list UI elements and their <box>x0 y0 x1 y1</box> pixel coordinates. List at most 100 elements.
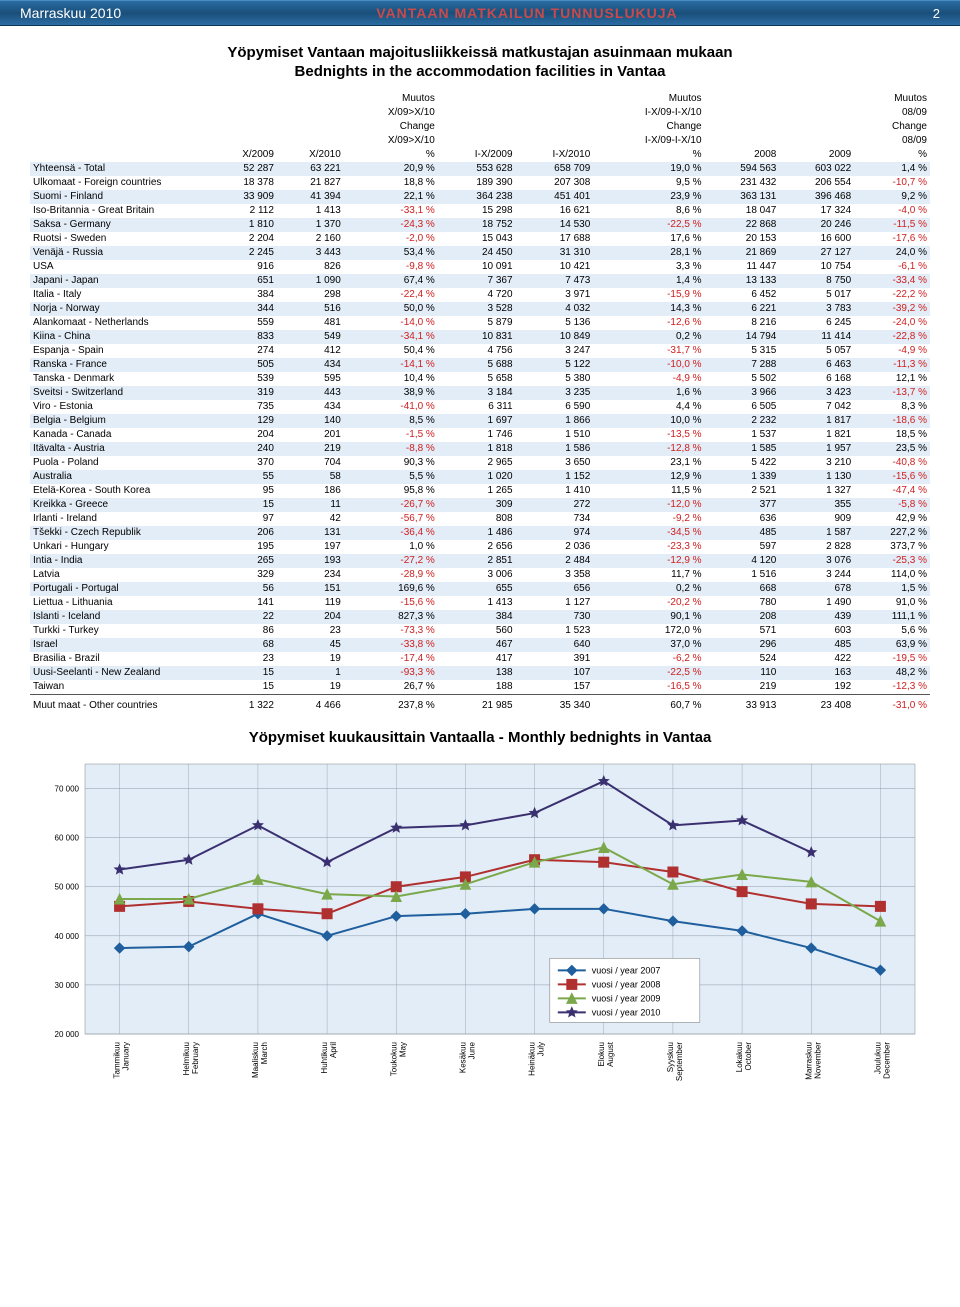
cell: 8,6 % <box>593 204 704 218</box>
col-x2009: X/2009 <box>210 92 277 162</box>
cell: 704 <box>277 456 344 470</box>
cell: 1 265 <box>438 484 516 498</box>
cell: 12,1 % <box>854 372 930 386</box>
cell: 10 091 <box>438 260 516 274</box>
cell: -22,4 % <box>344 288 438 302</box>
row-label: Tšekki - Czech Republik <box>30 526 210 540</box>
cell: 1 586 <box>516 442 594 456</box>
cell: 1 817 <box>779 414 854 428</box>
cell: 916 <box>210 260 277 274</box>
cell: 68 <box>210 638 277 652</box>
cell: -15,9 % <box>593 288 704 302</box>
cell: 8,5 % <box>344 414 438 428</box>
cell: -27,2 % <box>344 554 438 568</box>
cell: 384 <box>438 610 516 624</box>
row-label: Irlanti - Ireland <box>30 512 210 526</box>
svg-text:March: March <box>260 1042 269 1064</box>
cell: 5 057 <box>779 344 854 358</box>
page-header: Marraskuu 2010 VANTAAN MATKAILUN TUNNUSL… <box>0 0 960 26</box>
cell: 7 288 <box>705 358 780 372</box>
cell: 1 327 <box>779 484 854 498</box>
cell: 240 <box>210 442 277 456</box>
row-label: Latvia <box>30 568 210 582</box>
cell: -93,3 % <box>344 666 438 680</box>
svg-text:August: August <box>606 1041 615 1067</box>
cell: 668 <box>705 582 780 596</box>
cell: 5 879 <box>438 316 516 330</box>
cell: 272 <box>516 498 594 512</box>
cell: 90,3 % <box>344 456 438 470</box>
cell: -14,1 % <box>344 358 438 372</box>
cell: 1,6 % <box>593 386 704 400</box>
row-label: Islanti - Iceland <box>30 610 210 624</box>
cell: 42,9 % <box>854 512 930 526</box>
col-chg2: Muutos I-X/09-I-X/10 Change I-X/09-I-X/1… <box>593 92 704 162</box>
cell: 553 628 <box>438 162 516 176</box>
cell: 1 957 <box>779 442 854 456</box>
cell: 3 247 <box>516 344 594 358</box>
cell: 15 <box>210 666 277 680</box>
cell: 22 868 <box>705 218 780 232</box>
cell: 95,8 % <box>344 484 438 498</box>
cell: 412 <box>277 344 344 358</box>
cell: 11,7 % <box>593 568 704 582</box>
table-row: Kanada - Canada204201-1,5 %1 7461 510-13… <box>30 428 930 442</box>
cell: 41 394 <box>277 190 344 204</box>
cell: 107 <box>516 666 594 680</box>
row-label: Ruotsi - Sweden <box>30 232 210 246</box>
cell: 505 <box>210 358 277 372</box>
svg-text:50 000: 50 000 <box>55 882 80 891</box>
cell: 18,5 % <box>854 428 930 442</box>
table-row: Suomi - Finland33 90941 39422,1 %364 238… <box>30 190 930 204</box>
cell: 651 <box>210 274 277 288</box>
cell: 539 <box>210 372 277 386</box>
cell: -6,1 % <box>854 260 930 274</box>
cell: -13,7 % <box>854 386 930 400</box>
cell: 1,5 % <box>854 582 930 596</box>
cell: 3 358 <box>516 568 594 582</box>
cell: 33 913 <box>705 694 780 713</box>
cell: 237,8 % <box>344 694 438 713</box>
cell: 219 <box>277 442 344 456</box>
cell: -25,3 % <box>854 554 930 568</box>
cell: 18 752 <box>438 218 516 232</box>
cell: 27 127 <box>779 246 854 260</box>
cell: 826 <box>277 260 344 274</box>
cell: -4,9 % <box>593 372 704 386</box>
cell: 163 <box>779 666 854 680</box>
table-footer-row: Muut maat - Other countries1 3224 466237… <box>30 694 930 713</box>
cell: -12,9 % <box>593 554 704 568</box>
cell: 195 <box>210 540 277 554</box>
cell: 5 122 <box>516 358 594 372</box>
cell: 3 966 <box>705 386 780 400</box>
row-label: Kiina - China <box>30 330 210 344</box>
cell: 3 443 <box>277 246 344 260</box>
table-row: Italia - Italy384298-22,4 %4 7203 971-15… <box>30 288 930 302</box>
table-row: Brasilia - Brazil2319-17,4 %417391-6,2 %… <box>30 652 930 666</box>
table-row: Japani - Japan6511 09067,4 %7 3677 4731,… <box>30 274 930 288</box>
cell: 114,0 % <box>854 568 930 582</box>
cell: 2 036 <box>516 540 594 554</box>
cell: 656 <box>516 582 594 596</box>
cell: 86 <box>210 624 277 638</box>
cell: 42 <box>277 512 344 526</box>
svg-text:Lokakuu: Lokakuu <box>735 1042 744 1072</box>
table-row: Unkari - Hungary1951971,0 %2 6562 036-23… <box>30 540 930 554</box>
cell: -31,7 % <box>593 344 704 358</box>
table-row: Alankomaat - Netherlands559481-14,0 %5 8… <box>30 316 930 330</box>
cell: -18,6 % <box>854 414 930 428</box>
cell: 1 818 <box>438 442 516 456</box>
cell: -12,6 % <box>593 316 704 330</box>
cell: 7 367 <box>438 274 516 288</box>
cell: 18 047 <box>705 204 780 218</box>
cell: 6 245 <box>779 316 854 330</box>
cell: 18,8 % <box>344 176 438 190</box>
cell: 56 <box>210 582 277 596</box>
header-left: Marraskuu 2010 <box>20 5 121 21</box>
cell: 26,7 % <box>344 680 438 695</box>
cell: -9,2 % <box>593 512 704 526</box>
cell: -36,4 % <box>344 526 438 540</box>
cell: 204 <box>277 610 344 624</box>
row-label: Iso-Britannia - Great Britain <box>30 204 210 218</box>
cell: 227,2 % <box>854 526 930 540</box>
